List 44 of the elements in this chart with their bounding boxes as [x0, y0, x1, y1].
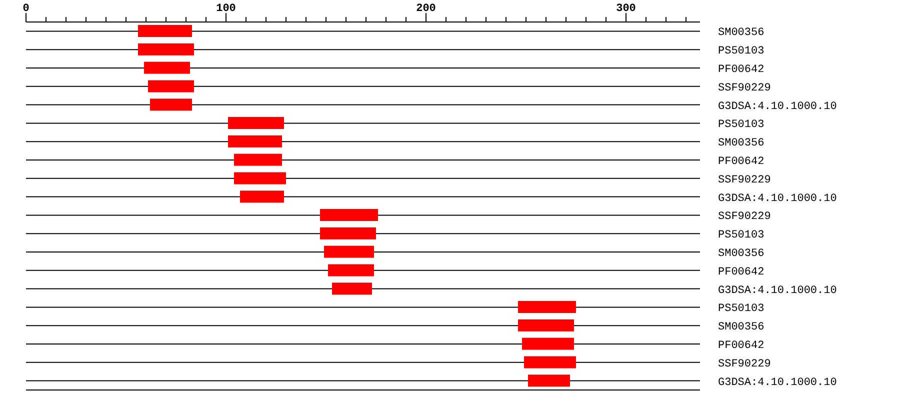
y-tick-label: G3DSA:4.10.1000.10: [718, 100, 837, 113]
bar: [324, 246, 374, 258]
y-tick-label: PS50103: [718, 46, 764, 58]
y-tick-label: PF00642: [718, 64, 764, 76]
bar: [522, 338, 574, 350]
bar: [234, 154, 282, 166]
x-tick-label: 100: [216, 3, 236, 15]
bar: [150, 98, 192, 111]
bar: [234, 172, 286, 184]
bar: [228, 117, 284, 129]
y-tick-label: G3DSA:4.10.1000.10: [718, 376, 837, 389]
y-tick-label: SM00356: [718, 248, 764, 260]
bar: [228, 135, 282, 148]
y-tick-label: PF00642: [718, 156, 764, 168]
bar: [528, 374, 570, 387]
y-tick-label: SSF90229: [718, 174, 771, 186]
y-tick-label: PS50103: [718, 119, 764, 132]
bar: [320, 209, 378, 221]
y-tick-label: PF00642: [718, 266, 764, 278]
x-tick-label: 200: [416, 3, 436, 15]
y-tick-label: G3DSA:4.10.1000.10: [718, 284, 837, 297]
bar: [518, 301, 576, 313]
bar: [328, 264, 374, 276]
bar: [332, 282, 372, 295]
bar: [138, 25, 192, 37]
y-tick-label: SSF90229: [718, 358, 771, 370]
bar: [138, 43, 194, 56]
y-tick-label: G3DSA:4.10.1000.10: [718, 192, 837, 205]
bar: [518, 319, 574, 332]
y-tick-label: SSF90229: [718, 211, 771, 224]
bar: [144, 62, 190, 74]
y-tick-label: SM00356: [718, 322, 764, 334]
x-tick-label: 300: [616, 3, 636, 15]
y-tick-label: SSF90229: [718, 82, 771, 94]
bar: [524, 356, 576, 368]
x-tick-label: 0: [22, 3, 30, 15]
bar: [240, 190, 284, 203]
y-tick-label: PS50103: [718, 303, 764, 316]
y-tick-label: PS50103: [718, 230, 764, 242]
y-tick-label: SM00356: [718, 138, 764, 150]
bar: [148, 80, 194, 92]
bar: [320, 227, 376, 240]
y-tick-label: PF00642: [718, 340, 764, 352]
y-tick-label: SM00356: [718, 27, 764, 40]
